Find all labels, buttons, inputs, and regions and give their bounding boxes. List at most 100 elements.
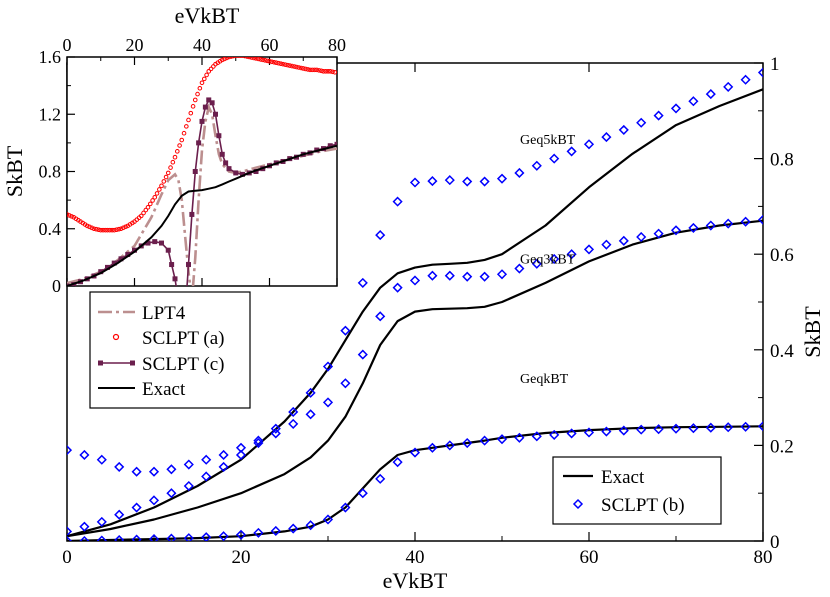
exact-line [67,144,337,286]
data-point-circle [314,67,320,73]
data-point-circle [226,57,232,60]
legend-sclpt-c-marker-left [98,360,103,366]
y-tick-label: 0 [770,532,780,553]
data-point-diamond [392,196,403,207]
data-point-square [111,260,117,266]
data-point-circle [240,57,245,58]
data-point-diamond [322,514,334,525]
data-point-diamond [183,533,194,541]
data-point-circle [327,69,333,74]
data-point-diamond [183,459,194,470]
data-point-diamond [67,526,73,537]
data-point-circle [84,223,90,229]
data-point-circle [168,165,173,170]
data-point-diamond [740,216,751,227]
data-point-circle [267,58,272,64]
data-point-diamond [583,244,595,255]
data-point-diamond [549,253,560,265]
data-point-diamond [201,532,212,541]
data-point-circle [251,57,257,61]
data-point-square [327,143,333,149]
data-point-circle [321,69,326,74]
legend-box [552,456,722,525]
data-point-circle [190,104,196,109]
data-point-diamond [688,423,699,434]
data-point-diamond [67,535,73,541]
data-point-diamond [757,421,763,432]
data-point-circle [67,212,70,217]
data-point-circle [172,154,178,160]
data-point-diamond [740,421,751,432]
data-point-diamond [201,454,212,465]
data-point-diamond [357,349,368,360]
data-point-circle [285,62,290,68]
data-point-square [216,133,222,139]
data-point-diamond [201,471,212,482]
data-point-diamond [462,271,473,282]
data-point-circle [282,62,288,67]
data-point-circle [305,67,311,72]
series-geq3kbt-sclpt-b [67,214,763,477]
data-point-circle [319,68,324,74]
data-point-diamond [705,422,716,433]
data-point-diamond [131,466,142,477]
data-point-diamond [79,521,90,532]
data-point-diamond [305,520,316,531]
data-point-square [206,97,212,103]
data-point-diamond [340,378,351,389]
y-tick-label: 0.2 [770,436,794,457]
data-point-diamond [618,124,629,135]
data-point-diamond [131,502,142,513]
data-point-square [192,169,198,174]
x-tick-label: 60 [580,547,599,568]
series-geqkbt-exact [67,425,763,541]
x-axis-label: eVkBT [383,568,448,593]
data-point-circle [67,213,72,218]
y-tick-label: 0.6 [770,245,794,266]
data-point-diamond [653,228,664,239]
inset-x-tick-label: 80 [328,35,346,55]
data-point-circle [100,227,106,233]
data-point-circle [165,170,171,176]
data-point-circle [255,57,261,62]
data-point-circle [258,57,263,62]
legend-lpt4-label: LPT4 [142,303,186,324]
inset-series-sclpt-a- [67,57,337,233]
data-point-diamond [235,442,247,453]
data-point-square [152,239,158,245]
legend-sclpt-a-label: SCLPT (a) [142,328,225,349]
data-point-diamond [305,387,316,398]
inset-x-tick-label: 20 [126,35,144,55]
data-point-square [169,262,175,268]
data-point-diamond [288,523,299,534]
data-point-diamond [427,442,438,453]
inset-plot: 0 20 40 60 80 0 0.4 0.8 1.2 1.6 eVkBT SkBT [2,3,346,296]
annotation-geq5kbt: Geq5kBT [520,133,576,148]
data-point-diamond [514,263,525,274]
data-point-diamond [96,516,107,527]
series-geqkbt-sclpt-b [67,421,763,541]
data-point-diamond [357,488,368,499]
data-point-diamond [636,231,647,243]
data-point-diamond [583,139,595,150]
x-tick-label: 40 [406,547,425,568]
data-point-circle [107,227,113,233]
data-point-diamond [670,423,682,434]
data-point-diamond [705,89,716,100]
data-point-square [186,262,191,268]
data-point-diamond [549,153,560,164]
data-point-circle [276,60,281,66]
data-point-square [105,264,110,270]
data-point-diamond [618,425,629,436]
data-point-circle [197,85,203,91]
data-point-diamond [653,110,664,121]
inset-frame [66,56,338,287]
data-point-diamond [79,535,90,541]
data-point-diamond [166,488,177,499]
data-point-diamond [601,426,612,437]
data-point-diamond [270,423,281,434]
data-point-diamond [479,435,490,446]
data-point-square [189,211,195,217]
data-point-circle [157,187,162,192]
